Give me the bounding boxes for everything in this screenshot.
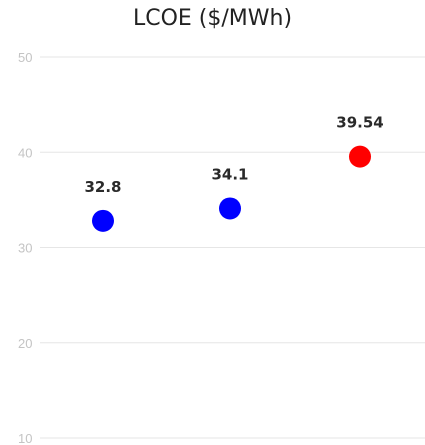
y-tick-label: 50 <box>18 50 32 65</box>
data-labels: 32.8 34.1 39.54 <box>84 114 383 196</box>
chart-title: LCOE ($/MWh) <box>132 6 293 31</box>
gridlines <box>40 56 425 439</box>
data-point-2 <box>219 197 241 220</box>
data-point-3 <box>349 145 371 168</box>
y-tick-label: 40 <box>18 145 32 160</box>
data-label-2: 34.1 <box>211 165 248 183</box>
y-tick-label: 10 <box>18 431 32 445</box>
data-label-3: 39.54 <box>336 114 383 132</box>
y-axis-ticks: 10 20 30 40 50 <box>18 50 32 445</box>
y-tick-label: 20 <box>18 336 32 351</box>
y-tick-label: 30 <box>18 241 32 256</box>
data-points <box>92 145 371 232</box>
data-label-1: 32.8 <box>84 178 121 196</box>
data-point-1 <box>92 209 114 232</box>
